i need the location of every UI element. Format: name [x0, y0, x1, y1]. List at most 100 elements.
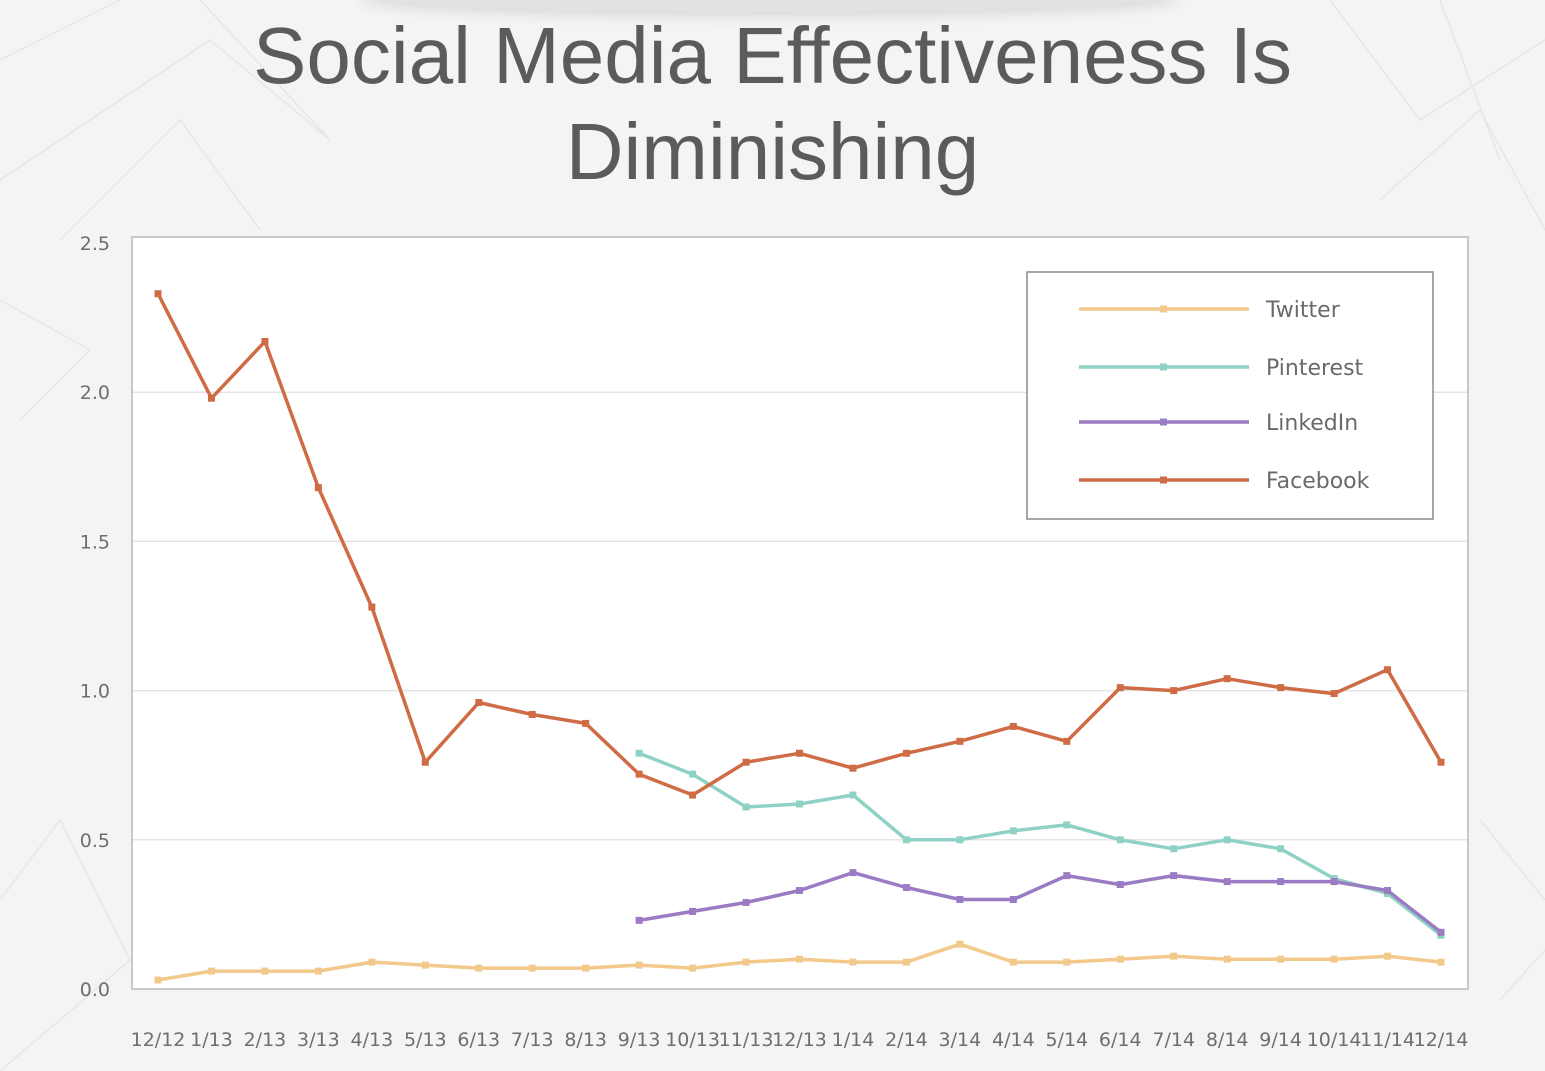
data-point-pinterest: [1170, 845, 1178, 853]
data-point-twitter: [635, 961, 643, 969]
data-point-twitter: [154, 976, 162, 984]
x-tick-label: 11/14: [1360, 1029, 1415, 1051]
data-point-facebook: [1277, 684, 1285, 692]
y-axis-ticks: 0.0 0.5 1.0 1.5 2.0 2.5: [80, 233, 110, 1001]
data-point-facebook: [1009, 722, 1017, 730]
data-point-twitter: [207, 967, 215, 975]
data-point-linkedin: [1116, 881, 1124, 889]
legend-label-pinterest: Pinterest: [1266, 356, 1364, 381]
data-point-facebook: [1384, 666, 1392, 674]
data-point-twitter: [368, 958, 376, 966]
data-point-twitter: [1223, 955, 1231, 963]
data-point-facebook: [314, 484, 322, 492]
data-point-facebook: [956, 737, 964, 745]
legend-marker-linkedin: [1160, 418, 1167, 426]
legend-label-facebook: Facebook: [1266, 469, 1370, 494]
x-tick-label: 2/14: [885, 1029, 928, 1051]
x-axis-ticks: 12/12 1/13 2/13 3/13 4/13 5/13 6/13 7/13 8/13 9/1…: [131, 1029, 1469, 1051]
data-point-facebook: [849, 764, 857, 772]
x-tick-label: 7/14: [1152, 1029, 1195, 1051]
legend-label-linkedin: LinkedIn: [1266, 411, 1358, 436]
legend: Twitter Pinterest LinkedIn Facebook: [1026, 271, 1434, 520]
data-point-linkedin: [1009, 895, 1017, 903]
data-point-twitter: [1330, 955, 1338, 963]
data-point-twitter: [742, 958, 750, 966]
data-point-facebook: [475, 699, 483, 707]
data-point-twitter: [956, 940, 964, 948]
data-point-linkedin: [1330, 878, 1338, 886]
data-point-twitter: [849, 958, 857, 966]
x-tick-label: 12/12: [131, 1029, 186, 1051]
data-point-pinterest: [689, 770, 697, 778]
data-point-linkedin: [902, 884, 910, 892]
data-point-twitter: [475, 964, 483, 972]
data-point-facebook: [421, 758, 429, 766]
data-point-linkedin: [1384, 887, 1392, 895]
data-point-facebook: [1437, 758, 1445, 766]
data-point-pinterest: [635, 749, 643, 757]
data-point-facebook: [635, 770, 643, 778]
x-tick-label: 7/13: [511, 1029, 554, 1051]
x-tick-label: 5/14: [1045, 1029, 1088, 1051]
data-point-linkedin: [635, 916, 643, 924]
x-tick-label: 8/14: [1206, 1029, 1249, 1051]
x-tick-label: 3/13: [297, 1029, 340, 1051]
data-point-twitter: [689, 964, 697, 972]
legend-label-twitter: Twitter: [1265, 298, 1341, 323]
data-point-facebook: [902, 749, 910, 757]
x-tick-label: 4/13: [350, 1029, 393, 1051]
data-point-twitter: [796, 955, 803, 963]
y-tick-label: 1.5: [80, 531, 110, 553]
data-point-pinterest: [1116, 836, 1124, 844]
y-tick-label: 2.5: [80, 233, 110, 255]
data-point-facebook: [1116, 684, 1124, 692]
data-point-pinterest: [849, 791, 857, 799]
data-point-linkedin: [1277, 878, 1285, 886]
page-title: Social Media Effectiveness Is Diminishing: [0, 8, 1545, 200]
data-point-twitter: [261, 967, 269, 975]
data-point-twitter: [1116, 955, 1124, 963]
data-point-twitter: [314, 967, 322, 975]
data-point-linkedin: [1063, 872, 1071, 880]
data-point-pinterest: [1063, 821, 1071, 829]
legend-marker-facebook: [1160, 476, 1167, 484]
y-tick-label: 0.5: [80, 830, 110, 852]
data-point-linkedin: [1437, 928, 1445, 936]
legend-marker-pinterest: [1160, 363, 1167, 371]
y-tick-label: 0.0: [80, 979, 110, 1001]
data-point-linkedin: [689, 907, 697, 915]
data-point-pinterest: [796, 800, 803, 808]
data-point-facebook: [582, 719, 590, 727]
data-point-linkedin: [956, 895, 964, 903]
data-point-facebook: [528, 710, 536, 718]
x-tick-label: 12/14: [1414, 1029, 1469, 1051]
data-point-twitter: [1437, 958, 1445, 966]
x-tick-label: 8/13: [564, 1029, 607, 1051]
data-point-pinterest: [1009, 827, 1017, 835]
data-point-linkedin: [1223, 878, 1231, 886]
x-tick-label: 3/14: [939, 1029, 982, 1051]
data-point-pinterest: [742, 803, 750, 811]
data-point-linkedin: [1170, 872, 1178, 880]
data-point-twitter: [1170, 952, 1178, 960]
series-line-linkedin: [638, 870, 1443, 934]
x-tick-label: 2/13: [244, 1029, 287, 1051]
x-tick-label: 6/14: [1099, 1029, 1142, 1051]
x-tick-label: 9/14: [1259, 1029, 1302, 1051]
legend-box: [1026, 271, 1434, 520]
top-highlight: [360, 0, 1180, 12]
gridlines: [133, 391, 1467, 841]
data-point-facebook: [742, 758, 750, 766]
x-tick-label: 4/14: [992, 1029, 1035, 1051]
x-tick-label: 10/14: [1307, 1029, 1362, 1051]
series-lines: [154, 290, 1445, 984]
data-point-facebook: [796, 749, 803, 757]
legend-marker-twitter: [1160, 305, 1167, 313]
data-point-facebook: [1330, 690, 1338, 698]
data-point-twitter: [1063, 958, 1071, 966]
data-point-facebook: [154, 290, 162, 298]
data-point-facebook: [1063, 737, 1071, 745]
data-point-twitter: [582, 964, 590, 972]
page-title-text: Social Media Effectiveness Is Diminishing: [252, 11, 1293, 196]
